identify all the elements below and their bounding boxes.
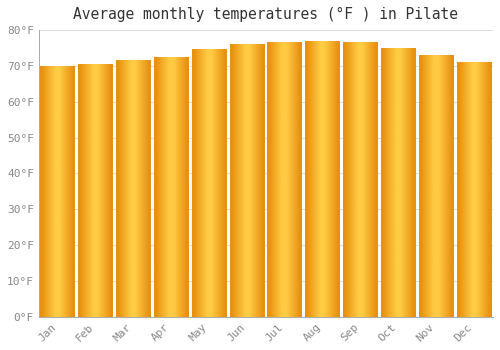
Title: Average monthly temperatures (°F ) in Pilate: Average monthly temperatures (°F ) in Pi… bbox=[74, 7, 458, 22]
